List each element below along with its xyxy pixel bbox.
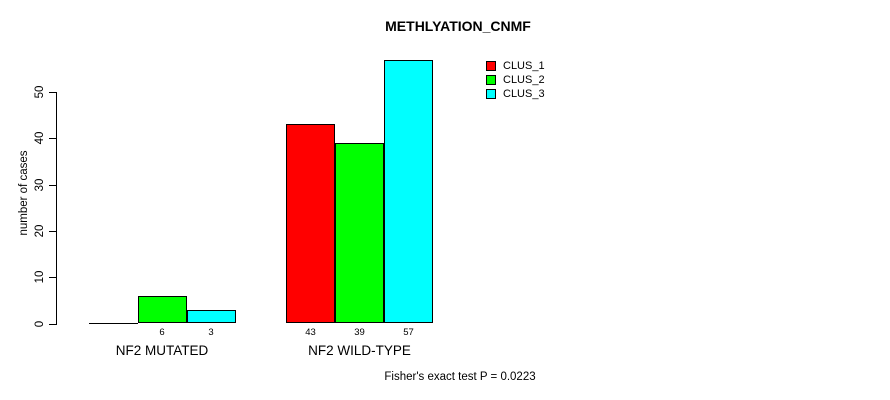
y-axis-tick-label: 40 — [34, 131, 46, 145]
x-category-label-nf2-mutated: NF2 MUTATED — [115, 343, 209, 358]
legend-swatch-clus-2 — [486, 75, 496, 85]
y-axis-tick-label: 0 — [34, 320, 46, 327]
legend-swatch-clus-1 — [486, 61, 496, 71]
bar-value-label-clus-2-nf2-mutated: 6 — [159, 326, 165, 338]
y-axis-tick-label: 30 — [34, 178, 46, 191]
y-axis-tick-label: 10 — [34, 270, 46, 284]
x-category-label-nf2-wild-type: NF2 WILD-TYPE — [308, 343, 411, 358]
y-axis-tick — [49, 138, 56, 140]
legend-swatch-clus-3 — [486, 89, 496, 99]
bar-clus-1-nf2-mutated — [88, 322, 138, 324]
legend-label-clus-2: CLUS_2 — [503, 74, 545, 86]
bar-clus-2-nf2-mutated — [137, 295, 187, 324]
bar-clus-2-nf2-wild-type — [335, 142, 384, 324]
bar-clus-3-nf2-mutated — [186, 309, 236, 324]
bar-clus-3-nf2-wild-type — [384, 59, 433, 324]
y-axis-tick-label: 20 — [34, 224, 46, 238]
bar-value-label-clus-2-nf2-wild-type: 39 — [354, 326, 365, 338]
bar-value-label-clus-3-nf2-wild-type: 57 — [403, 326, 414, 338]
legend-item-clus-3: CLUS_3 — [486, 88, 545, 100]
y-axis-tick — [49, 184, 56, 186]
legend-item-clus-2: CLUS_2 — [486, 74, 545, 86]
legend-label-clus-3: CLUS_3 — [503, 88, 545, 100]
y-axis-title: number of cases — [18, 150, 30, 236]
bar-value-label-clus-1-nf2-wild-type: 43 — [305, 326, 316, 338]
bar-value-label-clus-3-nf2-mutated: 3 — [208, 326, 214, 338]
y-axis-tick-label: 50 — [34, 85, 46, 99]
fisher-test-annotation: Fisher's exact test P = 0.0223 — [384, 371, 536, 383]
bar-clus-1-nf2-wild-type — [286, 124, 335, 324]
y-axis-tick — [49, 277, 56, 279]
y-axis-line — [56, 92, 57, 325]
legend-label-clus-1: CLUS_1 — [503, 60, 545, 72]
legend: CLUS_1 CLUS_2 CLUS_3 — [486, 61, 545, 103]
y-axis-tick — [49, 230, 56, 232]
y-axis-tick — [49, 92, 56, 93]
chart-title: METHLYATION_CNMF — [385, 18, 531, 34]
legend-item-clus-1: CLUS_1 — [486, 60, 545, 72]
y-axis-tick — [49, 323, 56, 325]
